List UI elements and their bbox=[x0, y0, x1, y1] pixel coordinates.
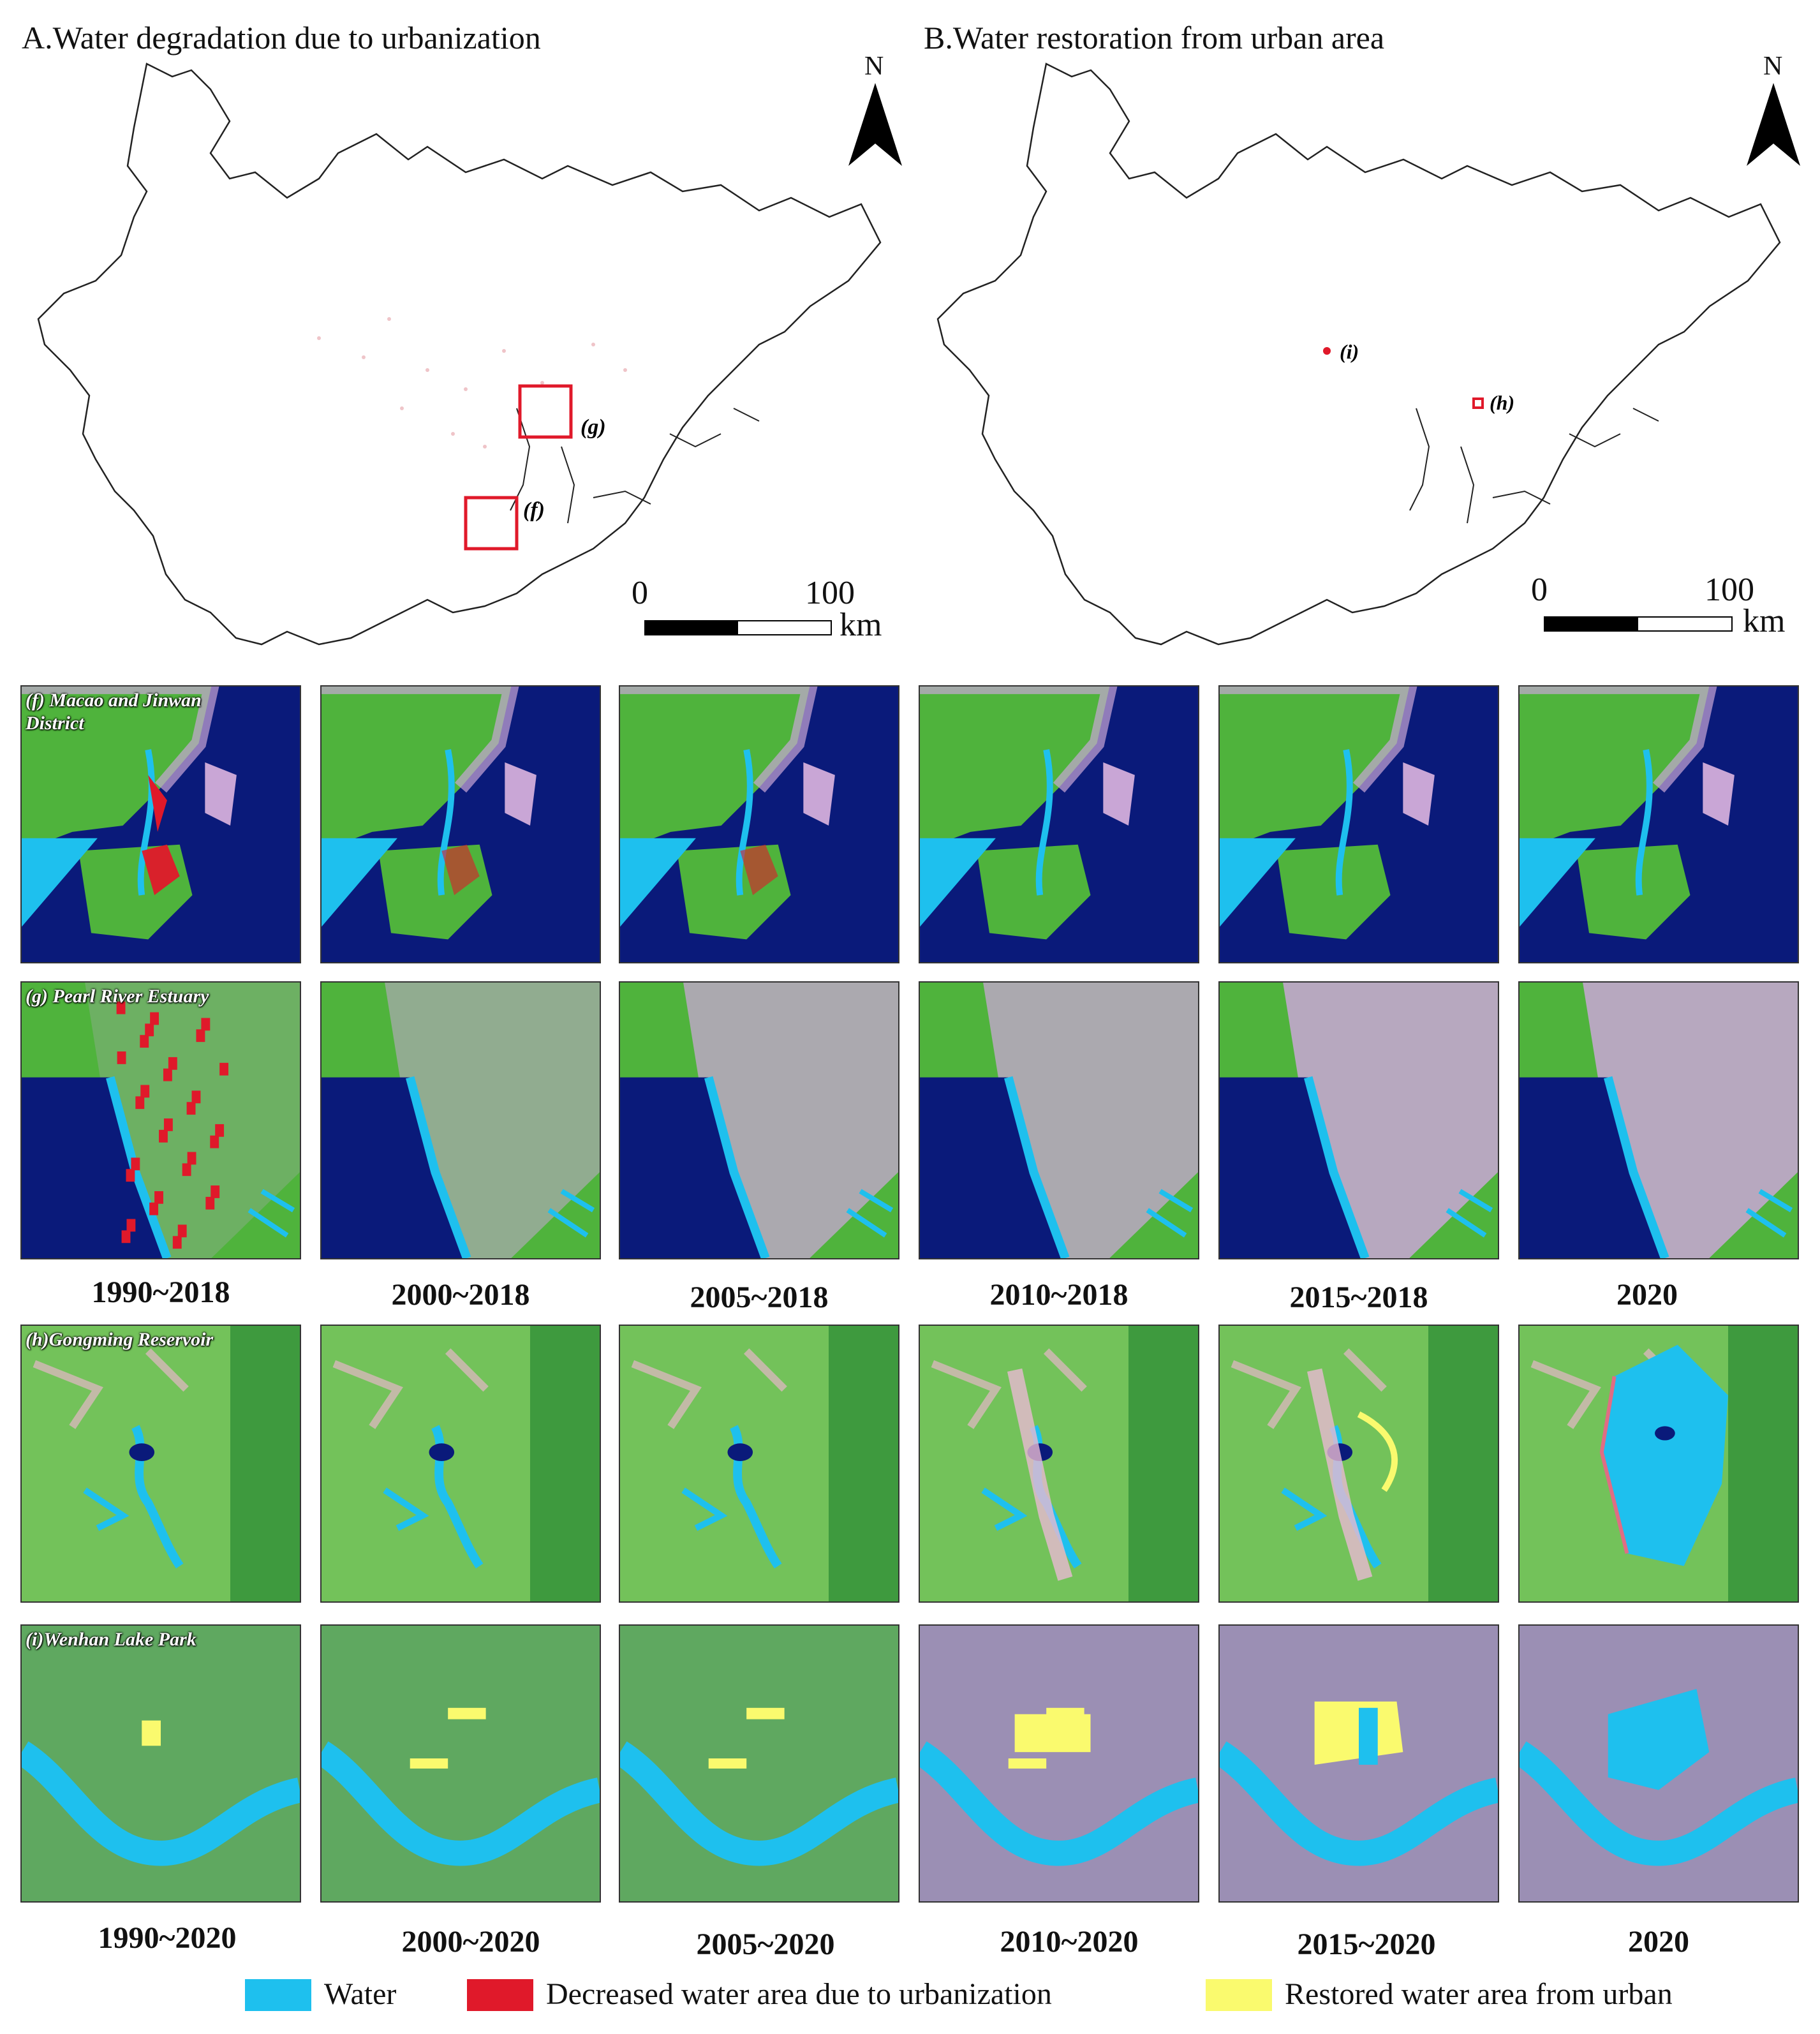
satellite-image bbox=[1220, 687, 1498, 962]
satellite-tile bbox=[619, 1624, 899, 1903]
panel-b-map: (i) (h) bbox=[936, 63, 1781, 646]
row-label: (g) Pearl River Estuary bbox=[26, 986, 209, 1007]
legend-water-swatch bbox=[245, 1979, 311, 2011]
scale-zero-b: 0 bbox=[1531, 572, 1548, 608]
satellite-tile bbox=[320, 685, 601, 963]
satellite-image bbox=[22, 1626, 300, 1901]
satellite-tile: (h)Gongming Reservoir bbox=[20, 1325, 301, 1603]
satellite-image bbox=[22, 687, 300, 962]
satellite-tile bbox=[1518, 1624, 1799, 1903]
satellite-tile bbox=[320, 981, 601, 1259]
satellite-image bbox=[1520, 983, 1798, 1258]
satellite-tile bbox=[619, 981, 899, 1259]
satellite-image bbox=[920, 983, 1198, 1258]
north-arrow-icon bbox=[1747, 83, 1800, 166]
period-label: 1990~2020 bbox=[98, 1921, 237, 1955]
satellite-tile bbox=[1218, 1325, 1499, 1603]
box-g-label: (g) bbox=[581, 415, 606, 439]
panel-b-title: B.Water restoration from urban area bbox=[924, 20, 1385, 56]
period-label: 2015~2018 bbox=[1289, 1281, 1428, 1314]
period-label: 2015~2020 bbox=[1297, 1927, 1436, 1961]
scale-bar-b bbox=[1544, 616, 1733, 632]
row-label: (h)Gongming Reservoir bbox=[26, 1329, 214, 1350]
box-g bbox=[518, 384, 573, 439]
satellite-tile bbox=[619, 685, 899, 963]
scale-zero-a: 0 bbox=[632, 575, 648, 611]
satellite-tile: (f) Macao and Jinwan District bbox=[20, 685, 301, 963]
period-label: 2005~2018 bbox=[690, 1281, 829, 1314]
satellite-tile bbox=[1518, 981, 1799, 1259]
satellite-image bbox=[1220, 1326, 1498, 1601]
satellite-image bbox=[322, 687, 600, 962]
satellite-tile bbox=[919, 1624, 1199, 1903]
satellite-tile bbox=[1518, 1325, 1799, 1603]
point-i-label: (i) bbox=[1340, 340, 1359, 363]
satellite-image bbox=[620, 1626, 898, 1901]
satellite-image bbox=[322, 983, 600, 1258]
legend-restored-swatch bbox=[1206, 1979, 1272, 2011]
satellite-tile bbox=[619, 1325, 899, 1603]
box-f bbox=[464, 496, 519, 551]
satellite-image bbox=[22, 1326, 300, 1601]
legend-decreased-swatch bbox=[467, 1979, 533, 2011]
period-label: 2000~2018 bbox=[391, 1278, 530, 1312]
satellite-image bbox=[22, 983, 300, 1258]
satellite-image bbox=[620, 1326, 898, 1601]
satellite-tile bbox=[1218, 1624, 1499, 1903]
legend-restored-label: Restored water area from urban bbox=[1285, 1977, 1673, 2011]
period-label: 2020 bbox=[1617, 1278, 1678, 1312]
satellite-tile bbox=[320, 1624, 601, 1903]
satellite-image bbox=[920, 1326, 1198, 1601]
satellite-tile bbox=[919, 685, 1199, 963]
satellite-image bbox=[920, 687, 1198, 962]
panel-a-title: A.Water degradation due to urbanization bbox=[22, 20, 541, 56]
satellite-image bbox=[1520, 687, 1798, 962]
scale-unit-a: km bbox=[840, 607, 882, 643]
point-h bbox=[1472, 397, 1484, 409]
scale-bar-a bbox=[644, 620, 832, 635]
satellite-image bbox=[920, 1626, 1198, 1901]
satellite-tile bbox=[1518, 685, 1799, 963]
north-label-b: N bbox=[1763, 52, 1783, 81]
satellite-tile bbox=[919, 981, 1199, 1259]
satellite-tile bbox=[1218, 685, 1499, 963]
region-outline-b bbox=[936, 63, 1781, 646]
legend-water-label: Water bbox=[324, 1977, 397, 2011]
point-h-label: (h) bbox=[1490, 391, 1514, 414]
satellite-tile bbox=[320, 1325, 601, 1603]
satellite-tile: (g) Pearl River Estuary bbox=[20, 981, 301, 1259]
period-label: 2000~2020 bbox=[401, 1925, 540, 1959]
period-label: 2005~2020 bbox=[696, 1927, 835, 1961]
satellite-image bbox=[620, 983, 898, 1258]
satellite-tile bbox=[1218, 981, 1499, 1259]
period-label: 1990~2018 bbox=[91, 1275, 230, 1309]
satellite-image bbox=[1220, 983, 1498, 1258]
satellite-image bbox=[620, 687, 898, 962]
scale-max-b: 100 bbox=[1705, 572, 1754, 608]
north-label-a: N bbox=[864, 52, 884, 81]
period-label: 2010~2020 bbox=[1000, 1925, 1139, 1959]
period-label: 2010~2018 bbox=[989, 1278, 1128, 1312]
box-f-label: (f) bbox=[523, 498, 545, 522]
panel-a-map: (g) (f) bbox=[37, 63, 882, 646]
legend-decreased-label: Decreased water area due to urbanization bbox=[546, 1977, 1052, 2011]
satellite-tile bbox=[919, 1325, 1199, 1603]
satellite-tile: (i)Wenhan Lake Park bbox=[20, 1624, 301, 1903]
satellite-image bbox=[1220, 1626, 1498, 1901]
region-outline-a bbox=[37, 63, 882, 646]
period-label: 2020 bbox=[1628, 1925, 1689, 1959]
row-label: (i)Wenhan Lake Park bbox=[26, 1629, 196, 1650]
north-arrow-icon bbox=[848, 83, 902, 166]
point-i bbox=[1323, 347, 1331, 355]
scale-max-a: 100 bbox=[805, 575, 855, 611]
satellite-image bbox=[322, 1326, 600, 1601]
scale-unit-b: km bbox=[1743, 603, 1786, 639]
row-label: (f) Macao and Jinwan District bbox=[26, 690, 202, 734]
satellite-image bbox=[322, 1626, 600, 1901]
satellite-image bbox=[1520, 1626, 1798, 1901]
satellite-image bbox=[1520, 1326, 1798, 1601]
